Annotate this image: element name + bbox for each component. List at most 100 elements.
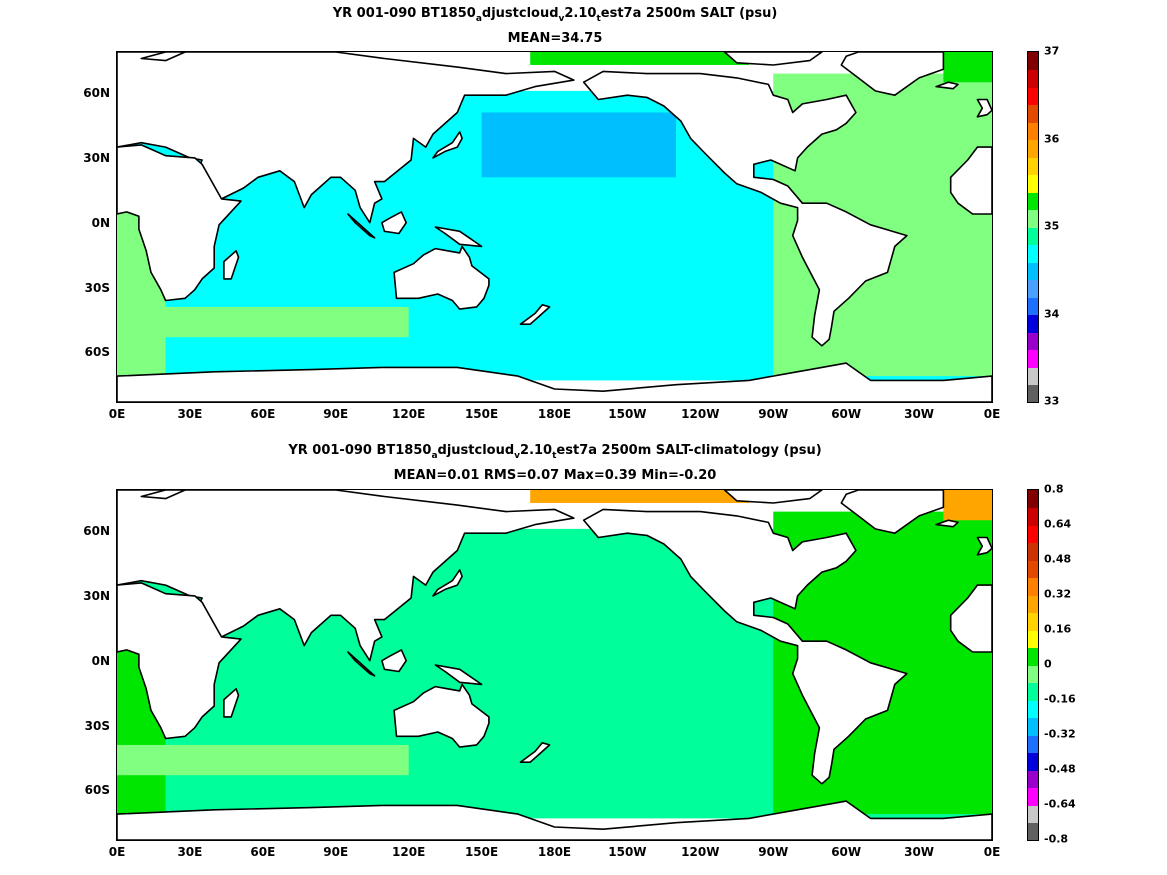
colorbar-segment <box>1028 700 1038 718</box>
colorbar-segment <box>1028 192 1038 210</box>
panel-salt-climatology: YR 001-090 BT1850adjustcloudv2.10test7a … <box>0 437 1167 875</box>
colorbar-segment <box>1028 157 1038 175</box>
colorbar-segment <box>1028 209 1038 228</box>
land-newzealand <box>519 304 551 326</box>
colorbar-segment <box>1028 752 1038 771</box>
x-tick-label: 120E <box>392 845 426 859</box>
land-westafrica <box>949 584 992 653</box>
land-iceland <box>935 519 959 528</box>
colorbar <box>1027 489 1039 841</box>
x-tick-label: 60W <box>831 407 862 421</box>
colorbar-segment <box>1028 332 1038 350</box>
colorbar-segment <box>1028 69 1038 88</box>
panel-title: YR 001-090 BT1850adjustcloudv2.10test7a … <box>288 443 822 461</box>
panel-salt: YR 001-090 BT1850adjustcloudv2.10test7a … <box>0 0 1167 437</box>
y-tick-label: 0N <box>91 653 110 668</box>
panel-title: YR 001-090 BT1850adjustcloudv2.10test7a … <box>332 6 778 24</box>
ocean-field-north-pacific <box>481 112 677 178</box>
colorbar-tick-label: 0.48 <box>1044 552 1072 566</box>
colorbar-segment <box>1028 122 1038 140</box>
x-tick-label: 120W <box>681 845 720 859</box>
land-newguinea <box>434 226 483 248</box>
colorbar-segment <box>1028 349 1038 368</box>
colorbar-segment <box>1028 244 1038 263</box>
x-tick-label: 120E <box>392 407 426 421</box>
colorbar-segment <box>1028 297 1038 315</box>
land-americas <box>582 508 908 785</box>
colorbar-segment <box>1028 717 1038 736</box>
x-tick-label: 150E <box>464 845 499 859</box>
colorbar-tick-label: 34 <box>1044 307 1060 320</box>
x-tick-label: 0E <box>108 407 126 421</box>
colorbar-tick-label: 33 <box>1044 394 1060 408</box>
land-greenland <box>840 52 945 97</box>
ocean-field-north-pacific <box>481 550 677 616</box>
x-tick-label: 30E <box>177 845 203 859</box>
colorbar-segment <box>1028 279 1038 298</box>
x-tick-label: 30W <box>904 845 935 859</box>
ocean-field-arctic <box>943 52 992 83</box>
y-tick-label: 60S <box>84 783 110 798</box>
x-tick-label: 120W <box>681 407 720 421</box>
x-tick-label: 90E <box>323 407 349 421</box>
colorbar-segment <box>1028 682 1038 701</box>
land-uk <box>976 98 992 118</box>
colorbar-segment <box>1028 367 1038 385</box>
land-sumatra <box>347 651 376 677</box>
x-tick-label: 90W <box>758 407 789 421</box>
panel-subtitle: MEAN=0.01 RMS=0.07 Max=0.39 Min=-0.20 <box>393 468 717 483</box>
colorbar-segment <box>1028 507 1038 526</box>
colorbar-segment <box>1028 104 1038 123</box>
y-tick-label: 60N <box>83 524 110 539</box>
colorbar-tick-label: 0.64 <box>1044 517 1072 531</box>
panel-subtitle: MEAN=34.75 <box>507 31 603 46</box>
colorbar-segment <box>1028 52 1038 70</box>
y-tick-label: 30N <box>83 151 110 166</box>
colorbar-segment <box>1028 262 1038 280</box>
colorbar-segment <box>1028 612 1038 631</box>
land-japan <box>432 131 463 159</box>
land-newguinea <box>434 664 483 686</box>
ocean-field-southern-band <box>117 744 409 776</box>
land-newzealand <box>519 742 551 764</box>
land-antarctica <box>117 362 992 402</box>
colorbar-segment <box>1028 227 1038 245</box>
x-tick-label: 150W <box>608 407 647 421</box>
colorbar-segment <box>1028 822 1038 840</box>
colorbar-segment <box>1028 787 1038 806</box>
map-svg <box>117 490 992 840</box>
ocean-field-southern-band <box>117 306 409 338</box>
x-tick-label: 60E <box>250 407 276 421</box>
land-canada_islands <box>723 52 823 66</box>
colorbar-tick-label: 37 <box>1044 44 1060 58</box>
x-tick-label: 90E <box>323 845 349 859</box>
x-tick-label: 150E <box>464 407 499 421</box>
land-antarctica <box>117 800 992 840</box>
land-madagascar <box>223 688 240 718</box>
colorbar-segment <box>1028 490 1038 508</box>
colorbar-segment <box>1028 665 1038 683</box>
map-plot <box>116 51 993 403</box>
ocean-field-arctic-east <box>530 490 749 503</box>
colorbar-segment <box>1028 87 1038 105</box>
land-westafrica <box>949 146 992 215</box>
y-tick-label: 30S <box>84 280 110 295</box>
x-tick-label: 90W <box>758 845 789 859</box>
colorbar <box>1027 51 1039 403</box>
land-borneo <box>381 211 408 235</box>
colorbar-tick-label: 0 <box>1044 657 1052 671</box>
colorbar-tick-label: -0.32 <box>1044 727 1076 741</box>
land-svalbard <box>140 52 186 62</box>
ocean-field-arctic-east <box>530 52 749 65</box>
y-tick-label: 60S <box>84 345 110 360</box>
x-tick-label: 60W <box>831 845 862 859</box>
x-tick-label: 180E <box>537 407 572 421</box>
colorbar-segment <box>1028 735 1038 753</box>
x-tick-label: 30W <box>904 407 935 421</box>
colorbar-segment <box>1028 770 1038 788</box>
land-svalbard <box>140 490 186 500</box>
land-africa <box>117 582 242 740</box>
colorbar-tick-label: -0.48 <box>1044 762 1076 776</box>
x-tick-label: 0E <box>983 845 1001 859</box>
land-eurasia <box>117 52 575 224</box>
